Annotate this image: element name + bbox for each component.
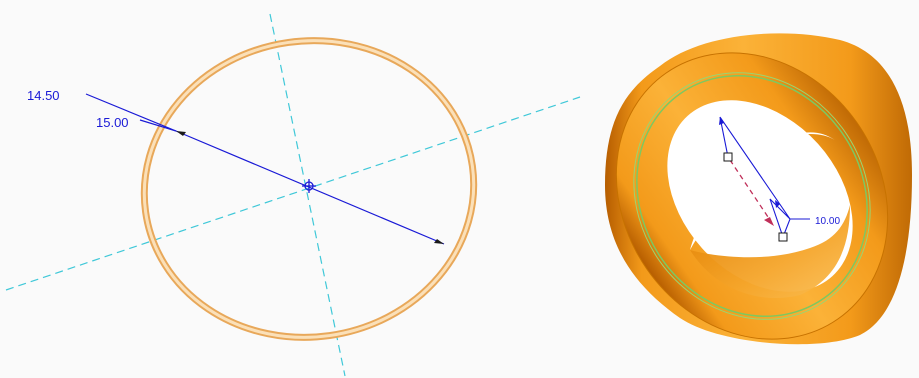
handle-bottom[interactable] <box>778 232 788 242</box>
cylinder-bore <box>667 100 853 292</box>
inner-diameter-label[interactable]: 15.00 <box>96 115 129 130</box>
thickness-leader <box>719 116 810 239</box>
cylinder-body[interactable] <box>561 0 919 378</box>
thickness-dimension[interactable] <box>719 116 810 242</box>
dimension-arrow-right-icon <box>434 239 444 244</box>
thickness-label[interactable]: 10.00 <box>815 216 840 227</box>
dim-arrow-top-icon <box>719 117 724 125</box>
outer-diameter-label[interactable]: 14.50 <box>27 88 60 103</box>
model-view: 10.00 <box>561 0 919 378</box>
center-point-icon[interactable] <box>302 179 316 193</box>
sketch-view: 14.50 15.00 <box>5 13 581 377</box>
horizontal-centerline <box>5 96 581 291</box>
direction-arrow <box>729 159 771 221</box>
inner-dimension-leader <box>139 119 177 132</box>
diameter-dimension[interactable] <box>85 93 445 245</box>
sketch-ring[interactable] <box>125 19 493 358</box>
dimension-line <box>85 93 445 245</box>
selected-edge-ring[interactable] <box>590 31 914 362</box>
dim-arrow-bottom-icon <box>775 200 780 208</box>
handle-top[interactable] <box>723 152 733 162</box>
direction-arrow-head-icon <box>764 217 774 226</box>
vertical-centerline <box>269 13 346 377</box>
dimension-arrow-left-icon <box>176 131 186 136</box>
